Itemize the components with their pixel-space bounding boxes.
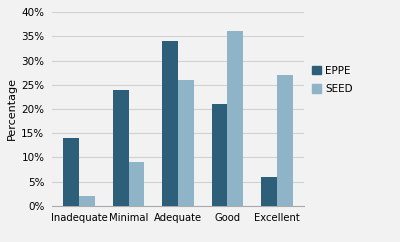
Bar [212, 104, 227, 206]
Legend: EPPE, SEED: EPPE, SEED [312, 66, 353, 94]
Bar [113, 90, 129, 206]
Bar [277, 75, 292, 206]
Bar [129, 162, 144, 206]
Bar [178, 80, 194, 206]
Bar [79, 196, 95, 206]
Bar [162, 41, 178, 206]
Bar [261, 177, 277, 206]
Y-axis label: Percentage: Percentage [7, 77, 17, 140]
Bar [64, 138, 79, 206]
Bar [227, 31, 243, 206]
